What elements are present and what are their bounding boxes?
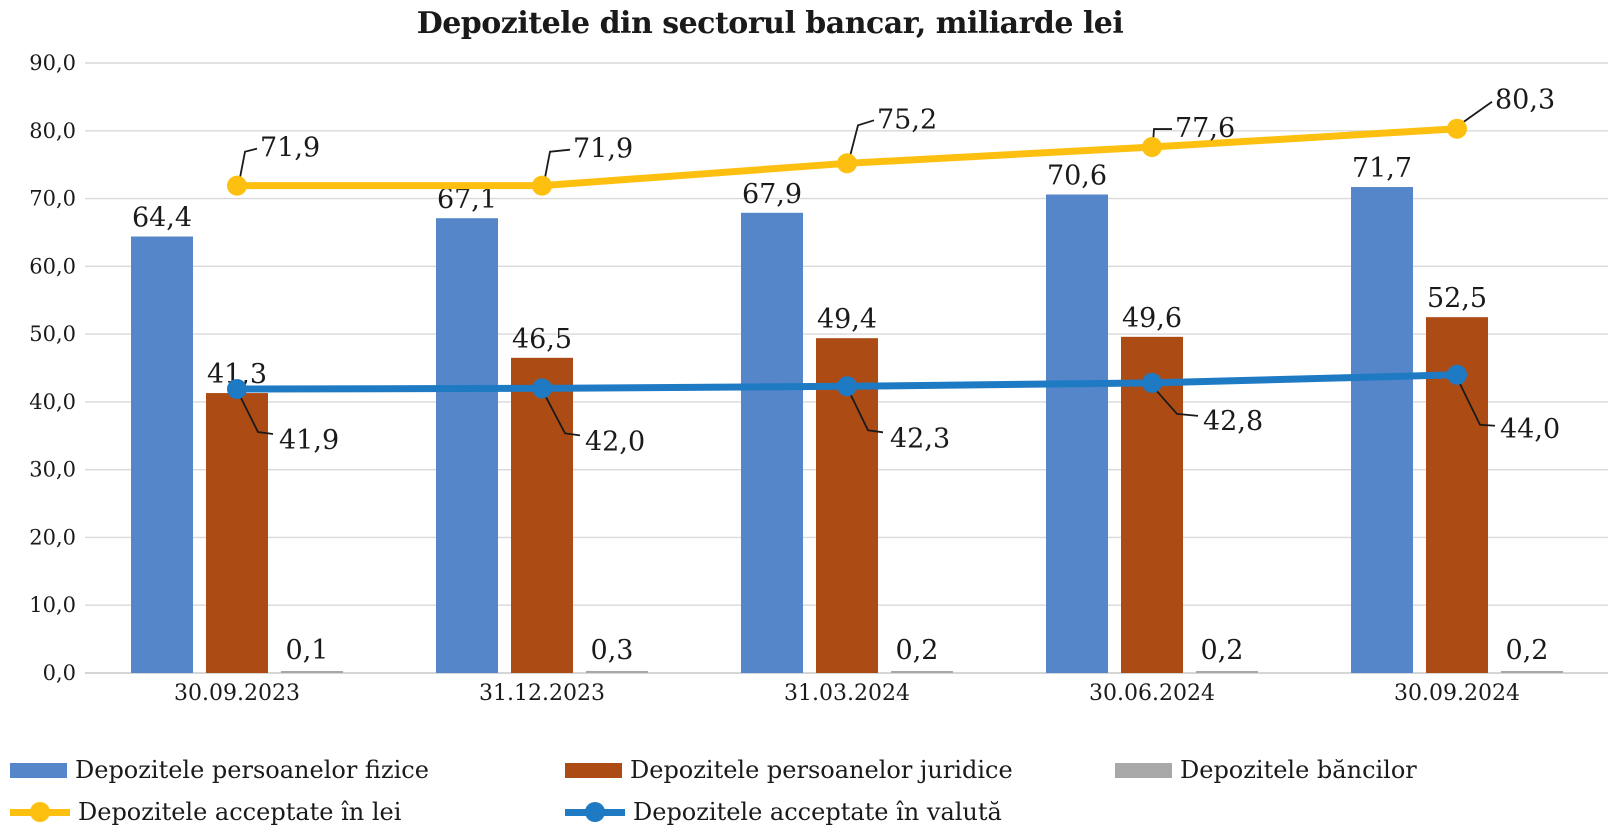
data-label-acceptate-lei: 71,9 — [260, 133, 320, 164]
legend-label-persoane-fizice: Depozitele persoanelor fizice — [75, 756, 429, 784]
marker-acceptate-lei — [1447, 118, 1467, 139]
legend-line-marker-acceptate-lei — [10, 801, 70, 823]
marker-acceptate-valuta — [1447, 364, 1467, 385]
bar-persoane-fizice — [1351, 187, 1413, 674]
x-category-label: 30.09.2024 — [1394, 681, 1520, 706]
y-tick-label: 20,0 — [29, 525, 76, 549]
data-label-acceptate-lei: 80,3 — [1495, 85, 1555, 116]
bar-banci — [281, 671, 343, 673]
bar-persoane-fizice — [436, 218, 498, 673]
marker-acceptate-valuta — [837, 376, 857, 397]
marker-acceptate-valuta — [1142, 372, 1162, 393]
legend-item-persoane-juridice: Depozitele persoanelor juridice — [565, 756, 1013, 784]
bar-banci — [586, 670, 648, 673]
leader-line — [543, 392, 581, 437]
data-label-acceptate-valuta: 42,8 — [1203, 406, 1263, 437]
bar-persoane-fizice — [131, 236, 193, 673]
data-label-persoane-fizice: 70,6 — [1047, 160, 1107, 191]
y-tick-label: 70,0 — [29, 187, 76, 211]
data-label-persoane-fizice: 64,4 — [132, 203, 192, 234]
data-label-persoane-juridice: 52,5 — [1427, 283, 1487, 314]
bar-persoane-juridice — [206, 393, 268, 673]
y-tick-label: 60,0 — [29, 254, 76, 278]
y-tick-label: 30,0 — [29, 458, 76, 482]
data-label-acceptate-lei: 77,6 — [1175, 113, 1235, 144]
leader-line — [1460, 101, 1493, 125]
y-tick-label: 50,0 — [29, 322, 76, 346]
legend-item-persoane-fizice: Depozitele persoanelor fizice — [10, 756, 429, 784]
data-label-persoane-juridice: 46,5 — [512, 324, 572, 355]
y-tick-label: 90,0 — [29, 51, 76, 75]
data-label-persoane-fizice: 67,9 — [742, 179, 802, 210]
bar-banci — [1501, 671, 1563, 673]
bar-banci — [1196, 671, 1258, 673]
legend-swatch-banci — [1115, 762, 1172, 778]
marker-acceptate-lei — [532, 175, 552, 196]
bar-persoane-juridice — [511, 357, 573, 673]
bar-persoane-fizice — [1046, 194, 1108, 673]
x-category-label: 31.03.2024 — [784, 681, 910, 706]
legend-label-acceptate-lei: Depozitele acceptate în lei — [78, 798, 402, 826]
y-tick-label: 0,0 — [43, 661, 76, 685]
legend-item-banci: Depozitele băncilor — [1115, 756, 1417, 784]
legend-item-acceptate-lei: Depozitele acceptate în lei — [10, 798, 402, 826]
marker-acceptate-valuta — [227, 379, 247, 400]
data-label-persoane-fizice: 71,7 — [1352, 153, 1412, 184]
x-category-label: 30.09.2023 — [174, 681, 300, 706]
legend-item-acceptate-valuta: Depozitele acceptate în valută — [565, 798, 1002, 826]
legend-label-acceptate-valuta: Depozitele acceptate în valută — [633, 798, 1002, 826]
x-category-label: 30.06.2024 — [1089, 681, 1215, 706]
legend-swatch-persoane-fizice — [10, 762, 67, 778]
data-label-persoane-juridice: 49,6 — [1122, 303, 1182, 334]
data-label-banci: 0,2 — [1506, 635, 1549, 666]
data-label-banci: 0,3 — [591, 635, 634, 666]
marker-acceptate-lei — [1142, 137, 1162, 158]
bar-banci — [891, 671, 953, 673]
leader-line — [238, 393, 274, 435]
marker-acceptate-lei — [837, 153, 857, 174]
data-label-banci: 0,1 — [286, 635, 329, 666]
data-label-acceptate-lei: 71,9 — [573, 134, 633, 165]
leader-line — [849, 119, 875, 157]
legend-swatch-persoane-juridice — [565, 762, 622, 778]
data-label-acceptate-valuta: 42,3 — [890, 423, 950, 454]
data-label-acceptate-lei: 75,2 — [877, 104, 937, 135]
chart-title: Depozitele din sectorul bancar, miliarde… — [416, 6, 1124, 41]
leader-line — [1153, 387, 1199, 417]
legend-line-marker-acceptate-valuta — [565, 801, 625, 823]
leader-line — [239, 147, 258, 178]
marker-acceptate-valuta — [532, 378, 552, 399]
leader-line — [544, 148, 571, 178]
legend-label-persoane-juridice: Depozitele persoanelor juridice — [630, 756, 1013, 784]
y-tick-label: 10,0 — [29, 593, 76, 617]
data-label-banci: 0,2 — [1201, 635, 1244, 666]
data-label-persoane-fizice: 67,1 — [437, 184, 497, 215]
data-label-acceptate-valuta: 42,0 — [585, 426, 645, 457]
leader-line — [1457, 379, 1496, 427]
y-tick-label: 80,0 — [29, 119, 76, 143]
data-label-acceptate-valuta: 44,0 — [1500, 414, 1560, 445]
y-tick-label: 40,0 — [29, 390, 76, 414]
bar-persoane-fizice — [741, 212, 803, 674]
marker-acceptate-lei — [227, 175, 247, 196]
data-label-persoane-juridice: 49,4 — [817, 304, 877, 335]
data-label-acceptate-valuta: 41,9 — [279, 425, 339, 456]
data-label-banci: 0,2 — [896, 635, 939, 666]
legend-label-banci: Depozitele băncilor — [1180, 756, 1417, 784]
x-category-label: 31.12.2023 — [479, 681, 605, 706]
leader-line — [848, 390, 884, 434]
